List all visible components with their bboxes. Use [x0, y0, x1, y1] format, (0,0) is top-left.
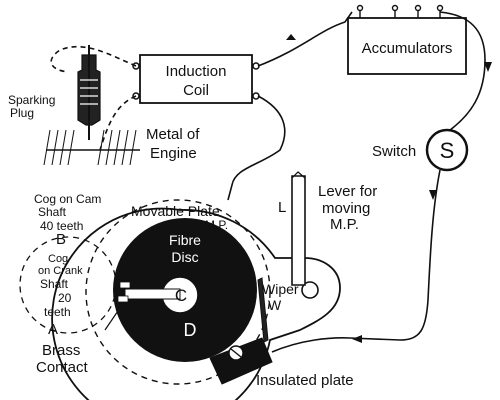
crank-label-2: on Crank — [38, 265, 83, 277]
lever: L Lever for moving M.P. — [278, 171, 377, 286]
arrow-2 — [484, 62, 492, 72]
wire-coil-to-engine — [99, 95, 137, 151]
lever-label-line1: Lever for — [318, 183, 377, 200]
cam-cog-outline — [85, 199, 271, 385]
brass-contact-label: Brass Contact — [36, 304, 123, 376]
brass-contact-leader — [104, 304, 123, 331]
wire-coil-to-plate — [227, 95, 286, 201]
sparking-plug: Sparking Plug — [8, 45, 101, 140]
switch-symbol: S — [440, 138, 455, 163]
current-arrows — [286, 34, 492, 343]
wiper-arm — [257, 277, 269, 343]
engine-label-line2: Engine — [150, 145, 197, 162]
wiper: Wiper W — [257, 277, 299, 343]
cam-label-2: Shaft — [38, 205, 67, 219]
wiper-label-line2: W — [268, 297, 282, 313]
wire-accumulators-to-switch — [439, 11, 486, 131]
wiper-label-line1: Wiper — [262, 281, 299, 297]
wire-coil-to-plug — [50, 45, 137, 73]
wire-coil-to-accumulators — [257, 11, 353, 67]
coil-terminals — [132, 62, 260, 100]
plug-ribs — [80, 79, 98, 105]
crank-label-4: 20 — [58, 291, 72, 305]
fibre-disc-label-line2: Disc — [171, 249, 198, 265]
brass-contact-label-line2: Contact — [36, 359, 89, 376]
movable-plate-labels: Movable Plate M.P. — [131, 203, 228, 232]
induction-coil: Induction Coil — [132, 54, 260, 104]
crank-label-1: Cog — [48, 253, 68, 265]
fibre-disc-label-line1: Fibre — [169, 232, 201, 248]
insulated-plate: Insulated plate — [209, 337, 354, 389]
movable-plate-label-line1: Movable Plate — [131, 203, 220, 219]
engine-label-line1: Metal of — [146, 126, 200, 143]
switch: S Switch — [372, 128, 469, 172]
accumulators-box — [347, 17, 467, 75]
shaft-letter: C — [175, 286, 187, 305]
lever-letter: L — [278, 199, 286, 216]
arrow-4 — [352, 335, 362, 343]
brass-contact-label-line1: Brass — [42, 342, 80, 359]
movable-plate: Fibre Disc C D — [51, 199, 341, 400]
crank-cog-outline — [19, 236, 117, 334]
accumulator-terminals — [356, 4, 444, 18]
cam-label-3: 40 teeth — [40, 219, 83, 233]
coil-label-line1: Induction — [166, 63, 227, 80]
cam-cog-labels: Cog on Cam Shaft 40 teeth B — [34, 192, 101, 248]
crank-label-5: teeth — [44, 305, 71, 319]
lever-label-line2: moving — [322, 200, 370, 217]
shaft-arm — [124, 288, 181, 300]
lever-pivot — [301, 281, 319, 299]
coil-label-line2: Coil — [183, 82, 209, 99]
cam-label-1: Cog on Cam — [34, 192, 101, 206]
arrow-1 — [286, 34, 296, 40]
brass-contacts — [117, 281, 131, 303]
disc-letter: D — [184, 320, 197, 340]
lever-label-line3: M.P. — [330, 216, 359, 233]
switch-label: Switch — [372, 143, 416, 160]
insulated-plate-block — [209, 337, 273, 385]
plug-label-line1: Sparking — [8, 93, 55, 107]
insulated-plate-label: Insulated plate — [256, 372, 354, 389]
accumulators-label: Accumulators — [362, 40, 453, 57]
coil-box — [139, 54, 253, 104]
wire-switch-to-plate — [271, 169, 441, 353]
lever-bar — [291, 175, 306, 286]
lever-top-break — [291, 171, 306, 179]
arrow-3 — [429, 190, 437, 200]
engine-metal: Metal of Engine — [43, 126, 200, 166]
crank-label-6: A — [48, 321, 58, 338]
crank-label-3: Shaft — [40, 277, 69, 291]
crank-cog: Cog on Crank Shaft 20 teeth A — [19, 236, 117, 338]
cam-label-4: B — [56, 231, 66, 248]
movable-plate-label-line2: M.P. — [205, 218, 228, 232]
switch-circle — [425, 128, 469, 172]
accumulators: Accumulators — [347, 4, 467, 75]
plug-label-line2: Plug — [10, 106, 34, 120]
